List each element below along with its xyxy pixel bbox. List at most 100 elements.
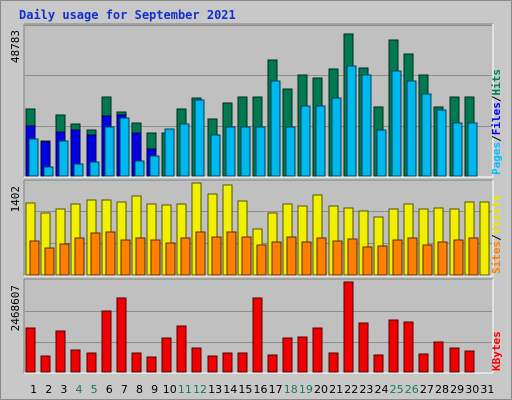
bar-kbytes-day-5 (86, 352, 97, 373)
legend-item: Sites (490, 241, 503, 274)
bar-pages-day-10 (164, 128, 175, 177)
bar-kbytes-day-14 (222, 352, 233, 373)
bar-sites-day-2 (44, 247, 55, 276)
x-tick-label: 3 (60, 383, 67, 396)
bar-sites-day-15 (241, 236, 252, 276)
bar-sites-day-9 (150, 239, 161, 276)
bar-pages-day-17 (270, 80, 281, 177)
x-axis-labels: 1 2 3 4 5 6 7 8 9 10 11 12 13 14 15 16 17 18 19 20 21 22 23 24 2… (30, 383, 494, 396)
bar-pages-day-5 (89, 161, 100, 177)
bar-sites-day-6 (105, 231, 116, 276)
bar-kbytes-day-13 (207, 355, 218, 373)
bar-pages-day-14 (225, 126, 236, 177)
bar-sites-day-16 (256, 244, 267, 276)
bar-kbytes-day-29 (449, 347, 460, 373)
x-tick-label: 26 (405, 383, 419, 396)
legend-item: Files (490, 102, 503, 135)
bar-sites-day-22 (347, 238, 358, 276)
bar-pages-day-22 (346, 65, 357, 177)
bar-sites-day-18 (286, 236, 297, 276)
bar-sites-day-17 (271, 241, 282, 276)
x-tick-label: 31 (480, 383, 494, 396)
x-tick-label: 4 (75, 383, 82, 396)
bar-sites-day-8 (135, 237, 146, 276)
bar-kbytes-day-6 (101, 310, 112, 373)
x-tick-label: 13 (208, 383, 222, 396)
x-tick-label: 9 (151, 383, 158, 396)
bar-pages-day-8 (134, 160, 145, 177)
bar-pages-day-6 (104, 126, 115, 177)
bar-kbytes-day-10 (161, 337, 172, 373)
bar-pages-day-1 (28, 138, 39, 177)
x-tick-label: 15 (238, 383, 252, 396)
bar-sites-day-11 (180, 237, 191, 276)
x-tick-label: 14 (223, 383, 237, 396)
legend-item: / (490, 95, 503, 102)
bar-sites-day-7 (120, 239, 131, 276)
bar-pages-day-20 (315, 105, 326, 177)
bar-pages-day-18 (285, 126, 296, 177)
legend-item: Hits (490, 69, 503, 96)
bar-sites-day-23 (362, 246, 373, 276)
x-tick-label: 1 (30, 383, 37, 396)
chart-title: Daily usage for September 2021 (19, 8, 236, 22)
bar-sites-day-21 (332, 240, 343, 276)
visits-sites-legend: Sites/Visits (490, 195, 503, 275)
bar-kbytes-day-30 (464, 350, 475, 373)
bar-pages-day-7 (119, 117, 130, 177)
x-tick-label: 7 (121, 383, 128, 396)
bar-sites-day-25 (392, 239, 403, 276)
x-tick-label: 5 (91, 383, 98, 396)
bar-pages-day-3 (58, 140, 69, 177)
kbytes-ymax-label: 2468607 (9, 285, 22, 331)
x-tick-label: 30 (465, 383, 479, 396)
bar-kbytes-day-24 (373, 354, 384, 373)
x-tick-label: 2 (45, 383, 52, 396)
bar-pages-day-27 (421, 93, 432, 177)
bar-kbytes-day-2 (40, 355, 51, 373)
x-tick-label: 6 (106, 383, 113, 396)
x-tick-label: 17 (269, 383, 283, 396)
bar-kbytes-day-9 (146, 356, 157, 373)
bar-pages-day-13 (210, 134, 221, 177)
bar-kbytes-day-20 (312, 327, 323, 373)
x-tick-label: 20 (314, 383, 328, 396)
bar-sites-day-28 (437, 241, 448, 276)
x-tick-label: 8 (136, 383, 143, 396)
bar-sites-day-29 (453, 239, 464, 276)
bar-pages-day-29 (452, 122, 463, 177)
hits-files-pages-ymax-label: 48783 (9, 30, 22, 63)
x-tick-label: 19 (299, 383, 313, 396)
bar-pages-day-24 (376, 129, 387, 177)
x-tick-label: 25 (390, 383, 404, 396)
x-tick-label: 18 (284, 383, 298, 396)
kbytes-legend: KBytes (490, 331, 503, 371)
x-tick-label: 11 (178, 383, 192, 396)
bar-pages-day-15 (240, 126, 251, 177)
bar-sites-day-27 (422, 244, 433, 276)
bar-kbytes-day-26 (403, 321, 414, 373)
bar-sites-day-26 (407, 237, 418, 276)
bar-kbytes-day-27 (418, 353, 429, 373)
legend-item: / (490, 234, 503, 241)
bar-sites-day-19 (301, 241, 312, 276)
bar-kbytes-day-28 (433, 341, 444, 373)
bar-pages-day-21 (331, 97, 342, 177)
bar-pages-day-11 (179, 123, 190, 177)
bar-sites-day-1 (29, 240, 40, 276)
bar-pages-day-9 (149, 155, 160, 177)
bar-kbytes-day-4 (70, 349, 81, 373)
bar-kbytes-day-25 (388, 319, 399, 373)
bar-kbytes-day-18 (282, 337, 293, 373)
bar-kbytes-day-8 (131, 352, 142, 373)
bar-kbytes-day-1 (25, 327, 36, 373)
legend-item: KBytes (490, 331, 503, 371)
visits-sites-panel: 1402 Sites/Visits (9, 179, 503, 277)
bar-pages-day-23 (361, 74, 372, 177)
bar-sites-day-30 (468, 237, 479, 276)
visits-sites-ymax-label: 1402 (9, 186, 22, 213)
bar-kbytes-day-15 (237, 352, 248, 373)
hits-files-pages-legend: Pages/Files/Hits (490, 69, 503, 175)
bar-pages-day-12 (194, 99, 205, 177)
